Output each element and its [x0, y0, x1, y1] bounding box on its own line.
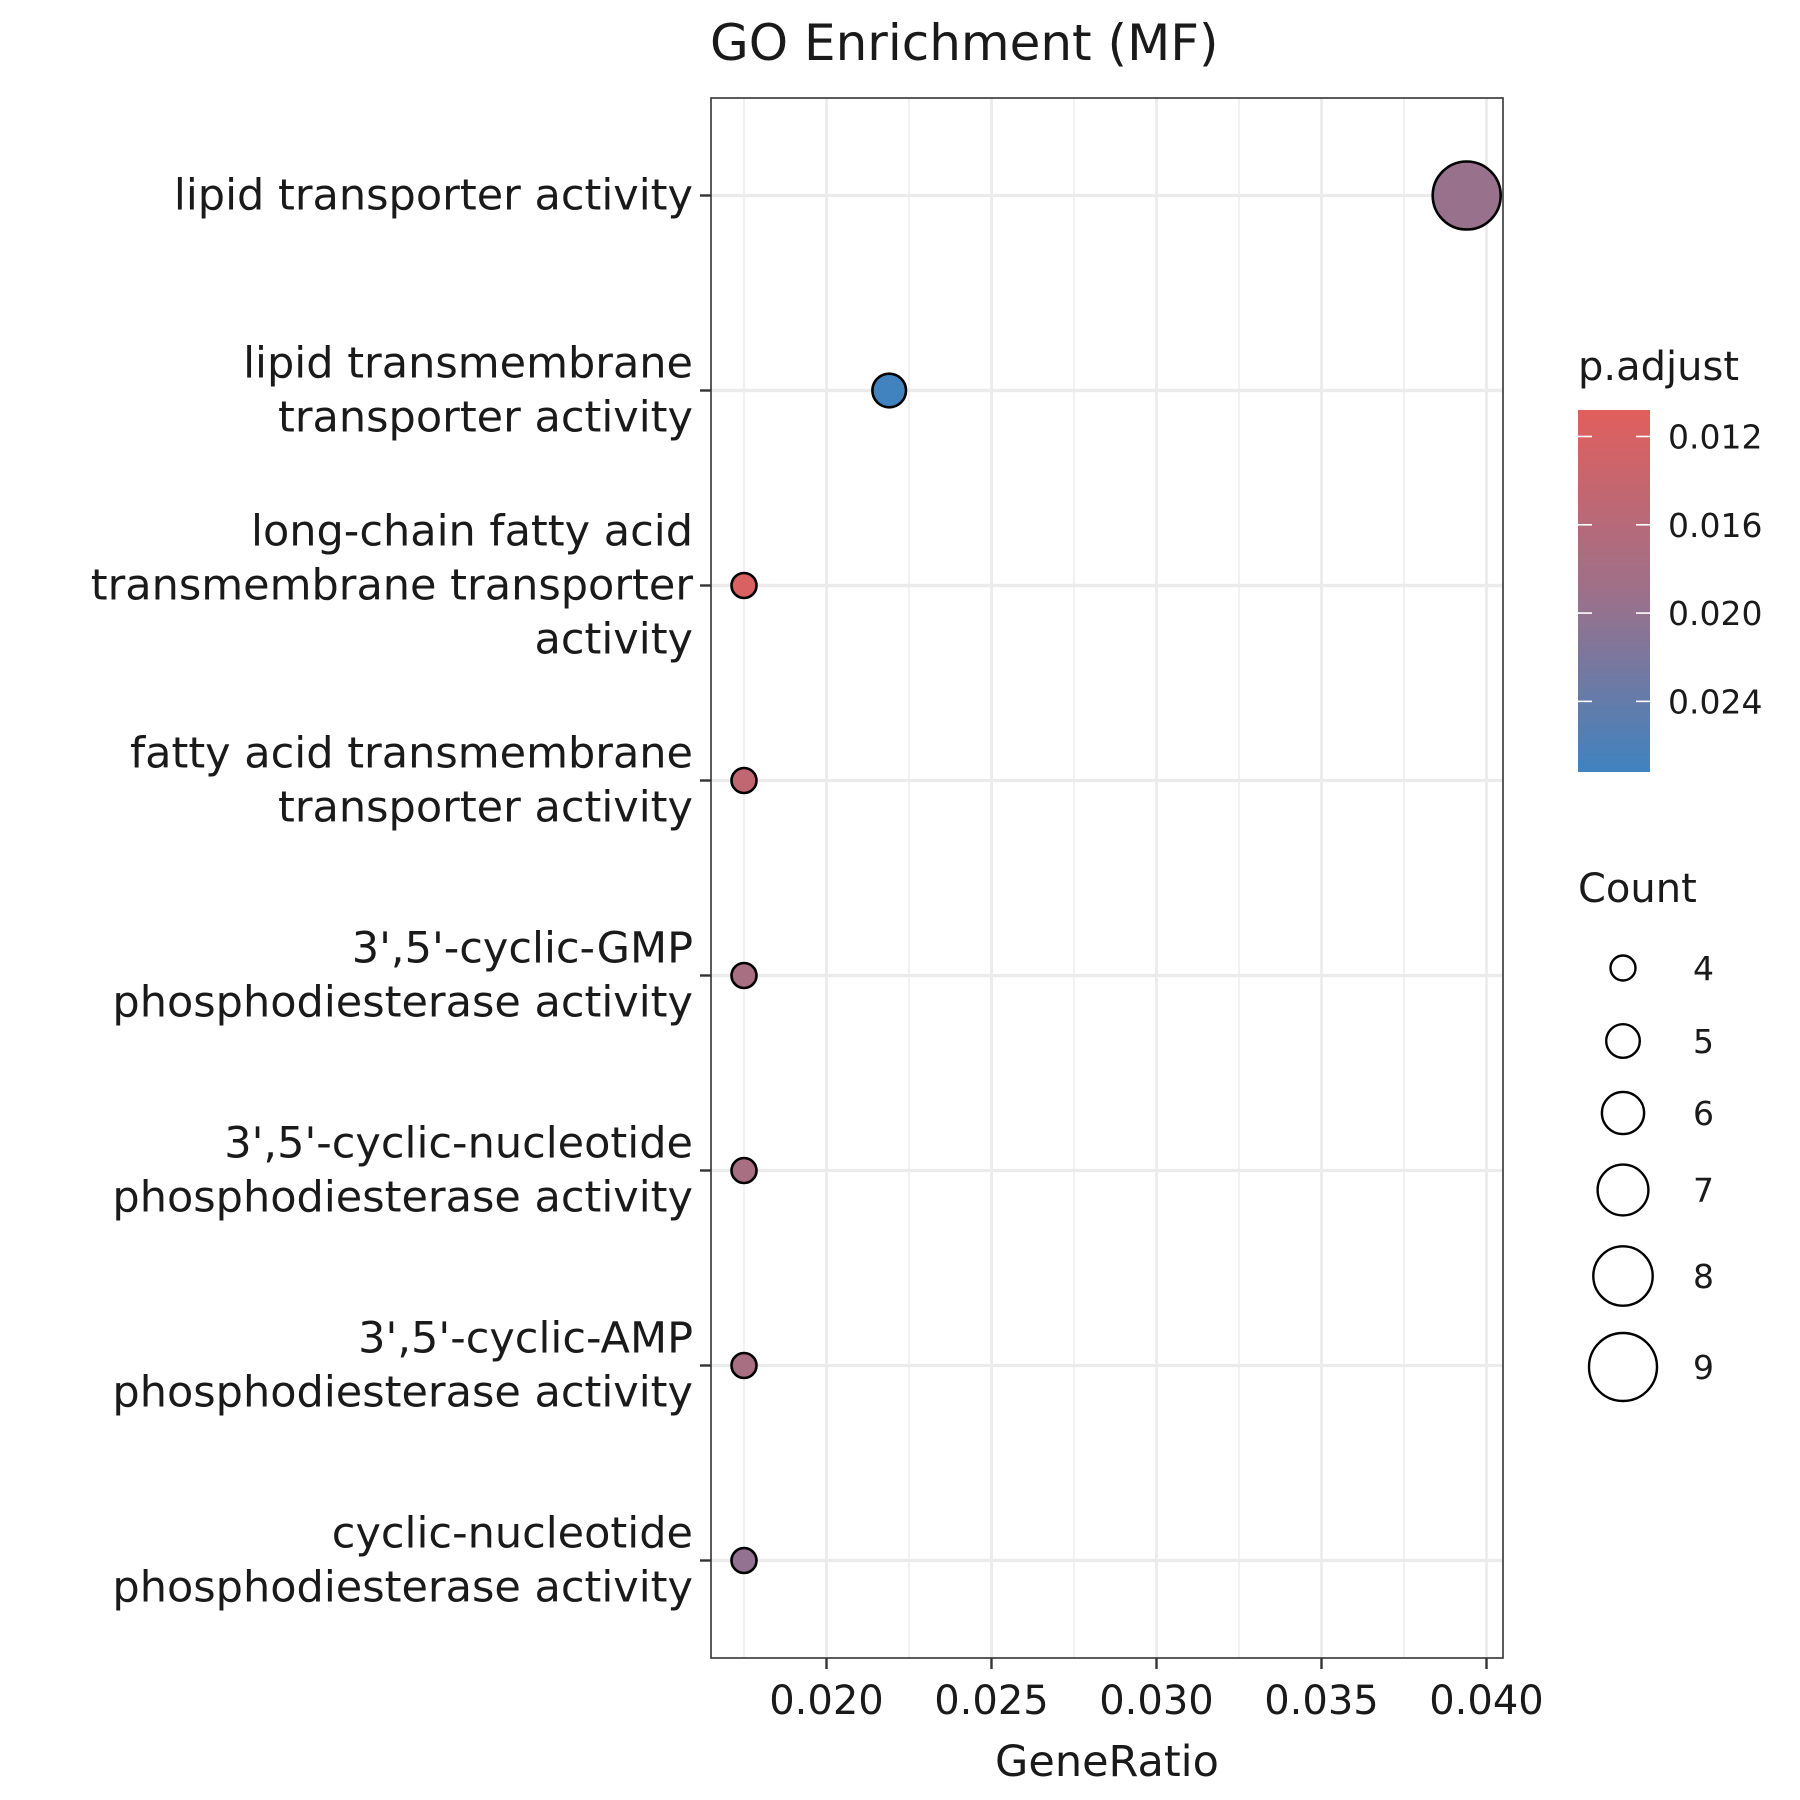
y-tick-label: transmembrane transporter [91, 561, 694, 611]
y-tick-label: 3',5'-cyclic-GMP [352, 924, 693, 974]
x-tick-label: 0.020 [769, 1678, 884, 1724]
count-legend-key [1587, 1331, 1659, 1403]
x-axis-title: GeneRatio [995, 1737, 1219, 1787]
chart-title: GO Enrichment (MF) [710, 14, 1218, 72]
y-tick-label: activity [535, 615, 694, 665]
plot-panel-border [710, 97, 1504, 1659]
data-point [730, 766, 758, 795]
y-tick-label: lipid transmembrane [243, 339, 693, 389]
y-axis-labels: lipid transporter activity lipid transmem… [91, 171, 694, 1613]
count-legend-label: 7 [1693, 1171, 1714, 1210]
colorbar-ticks: 0.012 0.016 0.020 0.024 [1578, 417, 1762, 721]
data-point [730, 1156, 758, 1185]
count-legend-label: 8 [1693, 1257, 1714, 1296]
data-point [1431, 160, 1502, 231]
y-tick-label: transporter activity [278, 783, 693, 833]
x-tick-label: 0.030 [1099, 1678, 1214, 1724]
data-point [730, 571, 758, 600]
y-axis-ticks [700, 194, 711, 1562]
colorbar-tick-label: 0.020 [1668, 594, 1762, 633]
colorbar-tick-label: 0.016 [1668, 506, 1762, 545]
data-point [730, 1546, 758, 1575]
count-legend-key [1596, 1163, 1650, 1217]
x-axis-ticks: 0.020 0.025 0.030 0.035 0.040 [769, 1658, 1544, 1724]
x-tick-label: 0.025 [934, 1678, 1049, 1724]
x-tick-label: 0.040 [1429, 1678, 1544, 1724]
y-tick-label: 3',5'-cyclic-AMP [358, 1314, 693, 1364]
count-legend-key [1604, 1022, 1641, 1059]
y-tick-label: phosphodiesterase activity [112, 1563, 693, 1613]
count-legend-key [1609, 954, 1637, 982]
y-tick-label: cyclic-nucleotide [332, 1509, 693, 1559]
data-point [871, 372, 908, 409]
colorbar-tick-label: 0.024 [1668, 682, 1762, 721]
count-legend: Count 4 5 6 7 8 9 [1578, 866, 1714, 1403]
y-tick-label: phosphodiesterase activity [112, 1368, 693, 1418]
count-legend-label: 5 [1693, 1022, 1714, 1061]
data-points [730, 160, 1502, 1575]
y-tick-label: transporter activity [278, 393, 693, 443]
y-tick-label: phosphodiesterase activity [112, 1173, 693, 1223]
x-tick-label: 0.035 [1264, 1678, 1379, 1724]
count-legend-label: 6 [1693, 1094, 1714, 1133]
p-adjust-legend-title: p.adjust [1578, 344, 1739, 390]
y-tick-label: 3',5'-cyclic-nucleotide [224, 1119, 693, 1169]
y-tick-label: phosphodiesterase activity [112, 978, 693, 1028]
y-tick-label: lipid transporter activity [174, 171, 693, 221]
count-legend-key [1600, 1090, 1646, 1136]
count-legend-keys: 4 5 6 7 8 9 [1587, 949, 1714, 1403]
count-legend-title: Count [1578, 866, 1697, 912]
colorbar-tick-label: 0.012 [1668, 417, 1762, 456]
count-legend-label: 4 [1693, 949, 1714, 988]
p-adjust-legend: p.adjust 0.012 0.016 0.020 0.024 [1578, 344, 1762, 772]
data-point [730, 961, 758, 990]
y-tick-label: fatty acid transmembrane [130, 729, 693, 779]
count-legend-label: 9 [1693, 1348, 1714, 1387]
data-point [730, 1351, 758, 1380]
count-legend-key [1592, 1245, 1654, 1307]
grid-lines [711, 98, 1503, 1658]
p-adjust-colorbar [1578, 410, 1650, 772]
y-tick-label: long-chain fatty acid [251, 507, 693, 557]
